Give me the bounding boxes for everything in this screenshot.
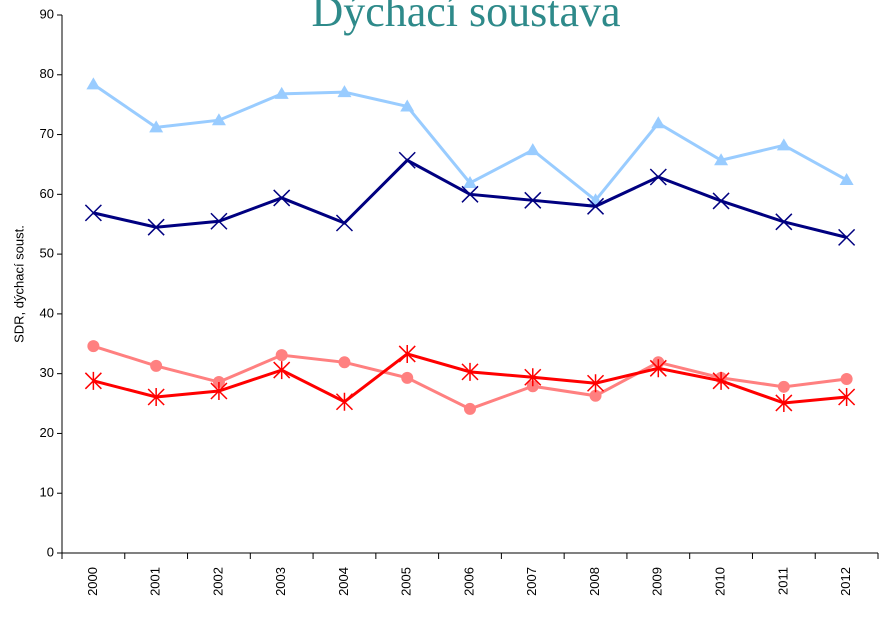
marker — [335, 214, 353, 232]
y-tick-label: 70 — [40, 126, 54, 141]
marker — [84, 371, 102, 390]
marker — [524, 368, 542, 387]
marker — [712, 371, 730, 390]
y-tick-label: 20 — [40, 425, 54, 440]
x-tick-label: 2009 — [650, 567, 665, 596]
series-line — [93, 158, 847, 239]
marker — [335, 392, 353, 411]
marker — [147, 218, 165, 236]
marker — [712, 192, 730, 210]
marker — [461, 185, 479, 203]
marker — [463, 175, 477, 188]
marker — [274, 86, 289, 99]
marker — [210, 212, 228, 230]
marker — [775, 393, 793, 412]
chart-title: Dýchací soustava — [311, 0, 620, 36]
x-tick-label: 2010 — [713, 567, 728, 596]
marker — [87, 340, 100, 353]
marker — [838, 387, 856, 406]
marker — [589, 389, 602, 402]
marker — [398, 344, 416, 363]
marker — [400, 99, 415, 112]
x-tick-label: 2002 — [210, 567, 225, 596]
y-tick-label: 10 — [40, 485, 54, 500]
marker — [461, 362, 479, 381]
x-tick-label: 2006 — [461, 567, 476, 596]
marker — [401, 371, 414, 384]
x-tick-label: 2012 — [838, 567, 853, 596]
x-tick-label: 2000 — [85, 567, 100, 596]
x-tick-label: 2008 — [587, 567, 602, 596]
y-tick-label: 80 — [40, 66, 54, 81]
y-tick-label: 90 — [40, 6, 54, 21]
marker — [149, 120, 164, 133]
y-axis-label: SDR, dýchací soust. — [11, 225, 26, 343]
y-tick-label: 50 — [40, 246, 54, 261]
y-tick-label: 30 — [40, 365, 54, 380]
marker — [587, 197, 605, 215]
marker — [398, 151, 416, 169]
marker — [714, 153, 729, 166]
marker — [86, 77, 101, 90]
marker — [338, 356, 351, 369]
marker — [150, 359, 163, 372]
marker — [464, 402, 476, 415]
x-tick-label: 2003 — [273, 567, 288, 596]
x-tick-label: 2004 — [336, 567, 351, 596]
marker — [524, 191, 542, 209]
y-tick-label: 40 — [40, 305, 54, 320]
marker — [210, 382, 228, 401]
marker — [649, 359, 667, 378]
marker — [649, 168, 667, 186]
marker — [840, 373, 853, 386]
marker — [273, 189, 291, 207]
marker — [147, 387, 165, 406]
x-tick-label: 2007 — [524, 567, 539, 596]
marker — [525, 143, 540, 156]
marker — [273, 361, 291, 380]
y-tick-label: 60 — [40, 186, 54, 201]
x-tick-label: 2005 — [399, 567, 414, 596]
marker — [587, 374, 605, 393]
marker — [777, 380, 790, 393]
marker — [838, 228, 856, 246]
y-tick-label: 0 — [47, 544, 54, 559]
marker — [775, 213, 793, 231]
marker — [337, 85, 352, 98]
marker — [84, 204, 102, 222]
marker — [211, 113, 226, 126]
marker — [651, 116, 666, 129]
marker — [275, 349, 288, 362]
marker — [776, 138, 791, 151]
x-tick-label: 2011 — [775, 567, 790, 595]
x-tick-label: 2001 — [148, 567, 163, 596]
marker — [839, 172, 854, 185]
